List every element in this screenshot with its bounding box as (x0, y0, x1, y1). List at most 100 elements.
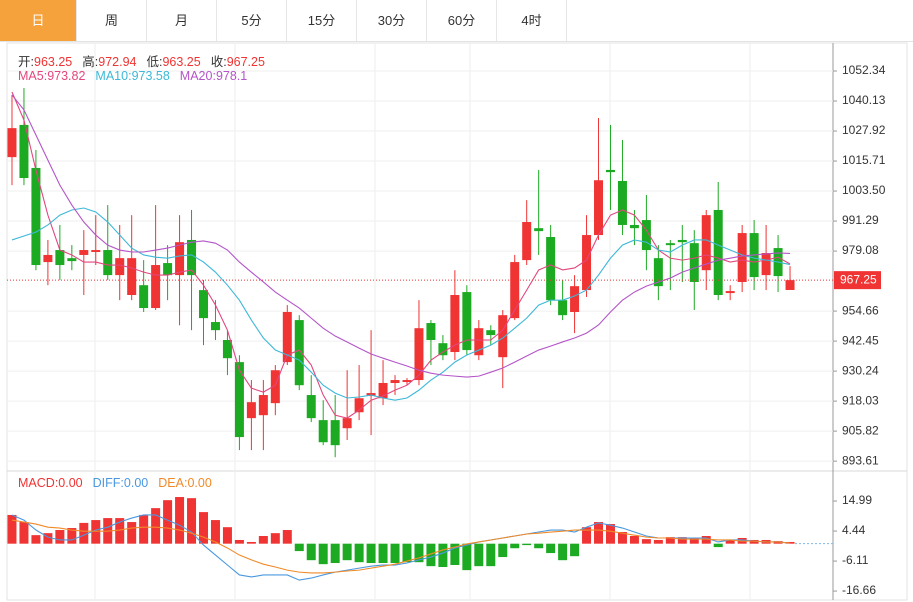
y-tick-label: 918.03 (842, 393, 879, 407)
candle-body (522, 222, 532, 261)
ma-line (11, 207, 791, 401)
candle-body (55, 250, 65, 266)
macd-bar (378, 543, 388, 564)
macd-bar (725, 539, 735, 544)
y-tick-label: 1027.92 (842, 123, 886, 137)
candle-body (665, 243, 675, 246)
macd-bar (139, 514, 149, 544)
candle-body (115, 258, 125, 276)
macd-bar (486, 543, 496, 567)
macd-bar (629, 536, 639, 544)
macd-bar (701, 536, 711, 544)
macd-bar (115, 518, 125, 544)
candle-body (246, 402, 256, 419)
macd-bar (450, 543, 460, 566)
candle-body (378, 382, 388, 399)
frame (6, 42, 908, 601)
macd-bar (749, 539, 759, 544)
candle-body (222, 339, 232, 359)
candle-body (558, 300, 568, 316)
macd-bar (246, 541, 256, 544)
macd-bar (91, 520, 101, 544)
legend-value: 963.25 (34, 55, 73, 69)
candle-body (390, 380, 400, 383)
candle-body (689, 243, 699, 282)
candle-body (139, 285, 149, 309)
macd-bar (175, 497, 185, 544)
candle-body (785, 280, 795, 290)
candle-body (210, 322, 220, 331)
candle-body (91, 250, 101, 253)
macd-bar (617, 532, 627, 544)
candle-body (462, 292, 472, 351)
candle-body (737, 233, 747, 282)
macd-bar (258, 536, 268, 544)
legend-label: 开 (18, 55, 34, 69)
legend-label: DEA (158, 476, 187, 490)
candle-body (7, 128, 17, 158)
tab[interactable]: 月 (147, 0, 217, 41)
y-tick-label: 893.61 (842, 453, 879, 467)
macd-bar (414, 543, 424, 563)
macd-bar (306, 543, 316, 561)
candle-body (163, 263, 173, 276)
candle-body (510, 262, 520, 319)
y-tick-label: 1015.71 (842, 153, 886, 167)
legend-value: 963.25 (162, 55, 201, 69)
macd-bar (31, 535, 41, 544)
y-tick-label: 979.08 (842, 243, 879, 257)
legend-value: 973.82 (47, 69, 86, 83)
macd-bar (653, 539, 663, 544)
y-tick-label: 1040.13 (842, 93, 886, 107)
macd-bar (605, 524, 615, 544)
legend-label: DIFF (93, 476, 124, 490)
y-tick-label: 905.82 (842, 423, 879, 437)
candle-body (402, 380, 412, 383)
macd-bar (163, 500, 173, 544)
y-tick-label: 991.29 (842, 213, 879, 227)
tab[interactable]: 5分 (217, 0, 287, 41)
candle-body (605, 169, 615, 173)
candle-body (175, 242, 185, 276)
candle-body (306, 395, 316, 419)
y-tick-label: 14.99 (842, 493, 872, 507)
candle-body (438, 343, 448, 356)
macd-bar (594, 522, 604, 544)
candle-body (617, 180, 627, 225)
macd-bar (402, 543, 412, 563)
tab-bar: 日周月 5分 15分 30分 60分 4时 (0, 0, 913, 42)
ma-line (11, 91, 791, 419)
legend-label: MA10 (95, 69, 131, 83)
tab[interactable]: 4时 (497, 0, 567, 41)
legend-label: 高 (82, 55, 98, 69)
candle-body (199, 290, 209, 319)
tab[interactable]: 日 (0, 0, 77, 41)
ohlc-legend: 开963.25高972.94低963.25收967.25 (18, 51, 275, 70)
y-tick-label: 930.24 (842, 363, 879, 377)
candle-body (498, 315, 508, 358)
candle-body (19, 124, 29, 179)
candle-body (330, 420, 340, 446)
candle-body (534, 228, 544, 232)
ma-legend: MA5973.82 MA10973.58 MA20978.1 (18, 69, 257, 83)
legend-label: MA5 (18, 69, 47, 83)
candle-body (474, 328, 484, 356)
macd-bar (522, 543, 532, 546)
candle-body (354, 398, 364, 413)
candle-body (629, 224, 639, 229)
macd-bar (558, 543, 568, 561)
candle-body (570, 286, 580, 312)
candle-body (677, 239, 687, 243)
price-tag (834, 271, 881, 290)
tab[interactable]: 60分 (427, 0, 497, 41)
tab[interactable]: 周 (77, 0, 147, 41)
tab[interactable]: 15分 (287, 0, 357, 41)
macd-bar (498, 543, 508, 558)
macd-bar (234, 539, 244, 544)
candle-body (127, 258, 137, 296)
macd-bar (342, 543, 352, 561)
macd-bar (474, 543, 484, 567)
macd-bar (677, 537, 687, 544)
macd-bar (390, 543, 400, 564)
tab[interactable]: 30分 (357, 0, 427, 41)
